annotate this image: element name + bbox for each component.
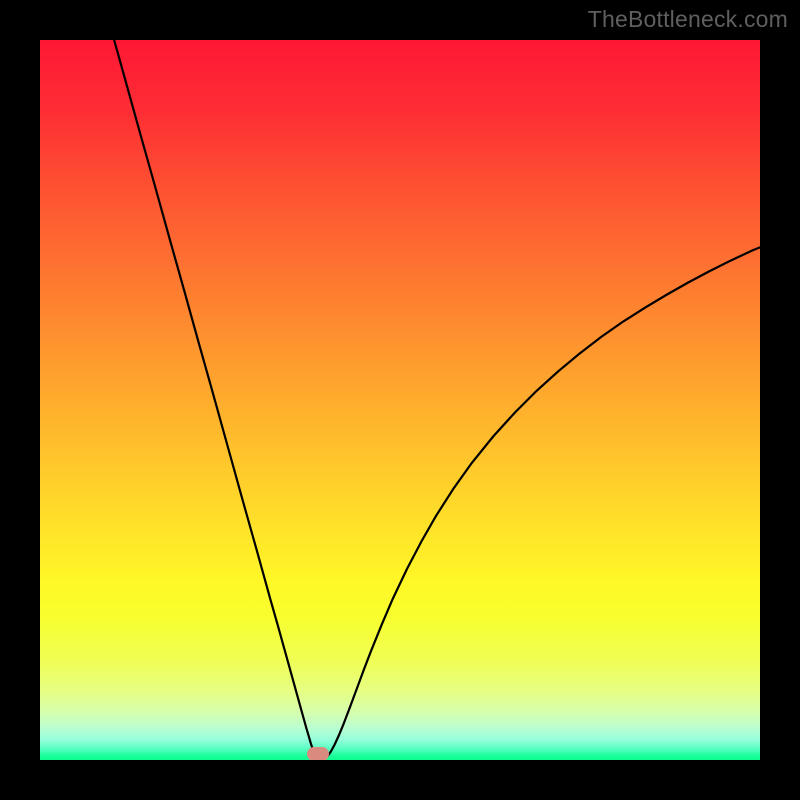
chart-root: TheBottleneck.com (0, 0, 800, 800)
optimum-marker (307, 747, 329, 760)
curve-path (114, 40, 760, 759)
watermark-text: TheBottleneck.com (588, 6, 788, 33)
plot-area (40, 40, 760, 760)
bottleneck-curve (40, 40, 760, 760)
